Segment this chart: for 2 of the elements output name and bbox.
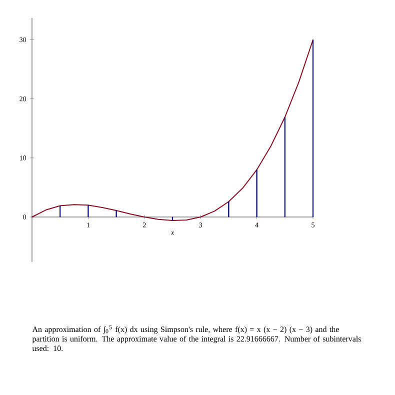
- text: An approximation of ∫$_{0}$$^{5}$ f(x) dx using Simpson's rule, where f(x) = x (x − 2) (x − 3) and the partition is uniform. The approximate value of the integral is 22.91666667. Number of subintervals used: 10.: [32, 325, 361, 352]
- line-series: [32, 39, 314, 222]
